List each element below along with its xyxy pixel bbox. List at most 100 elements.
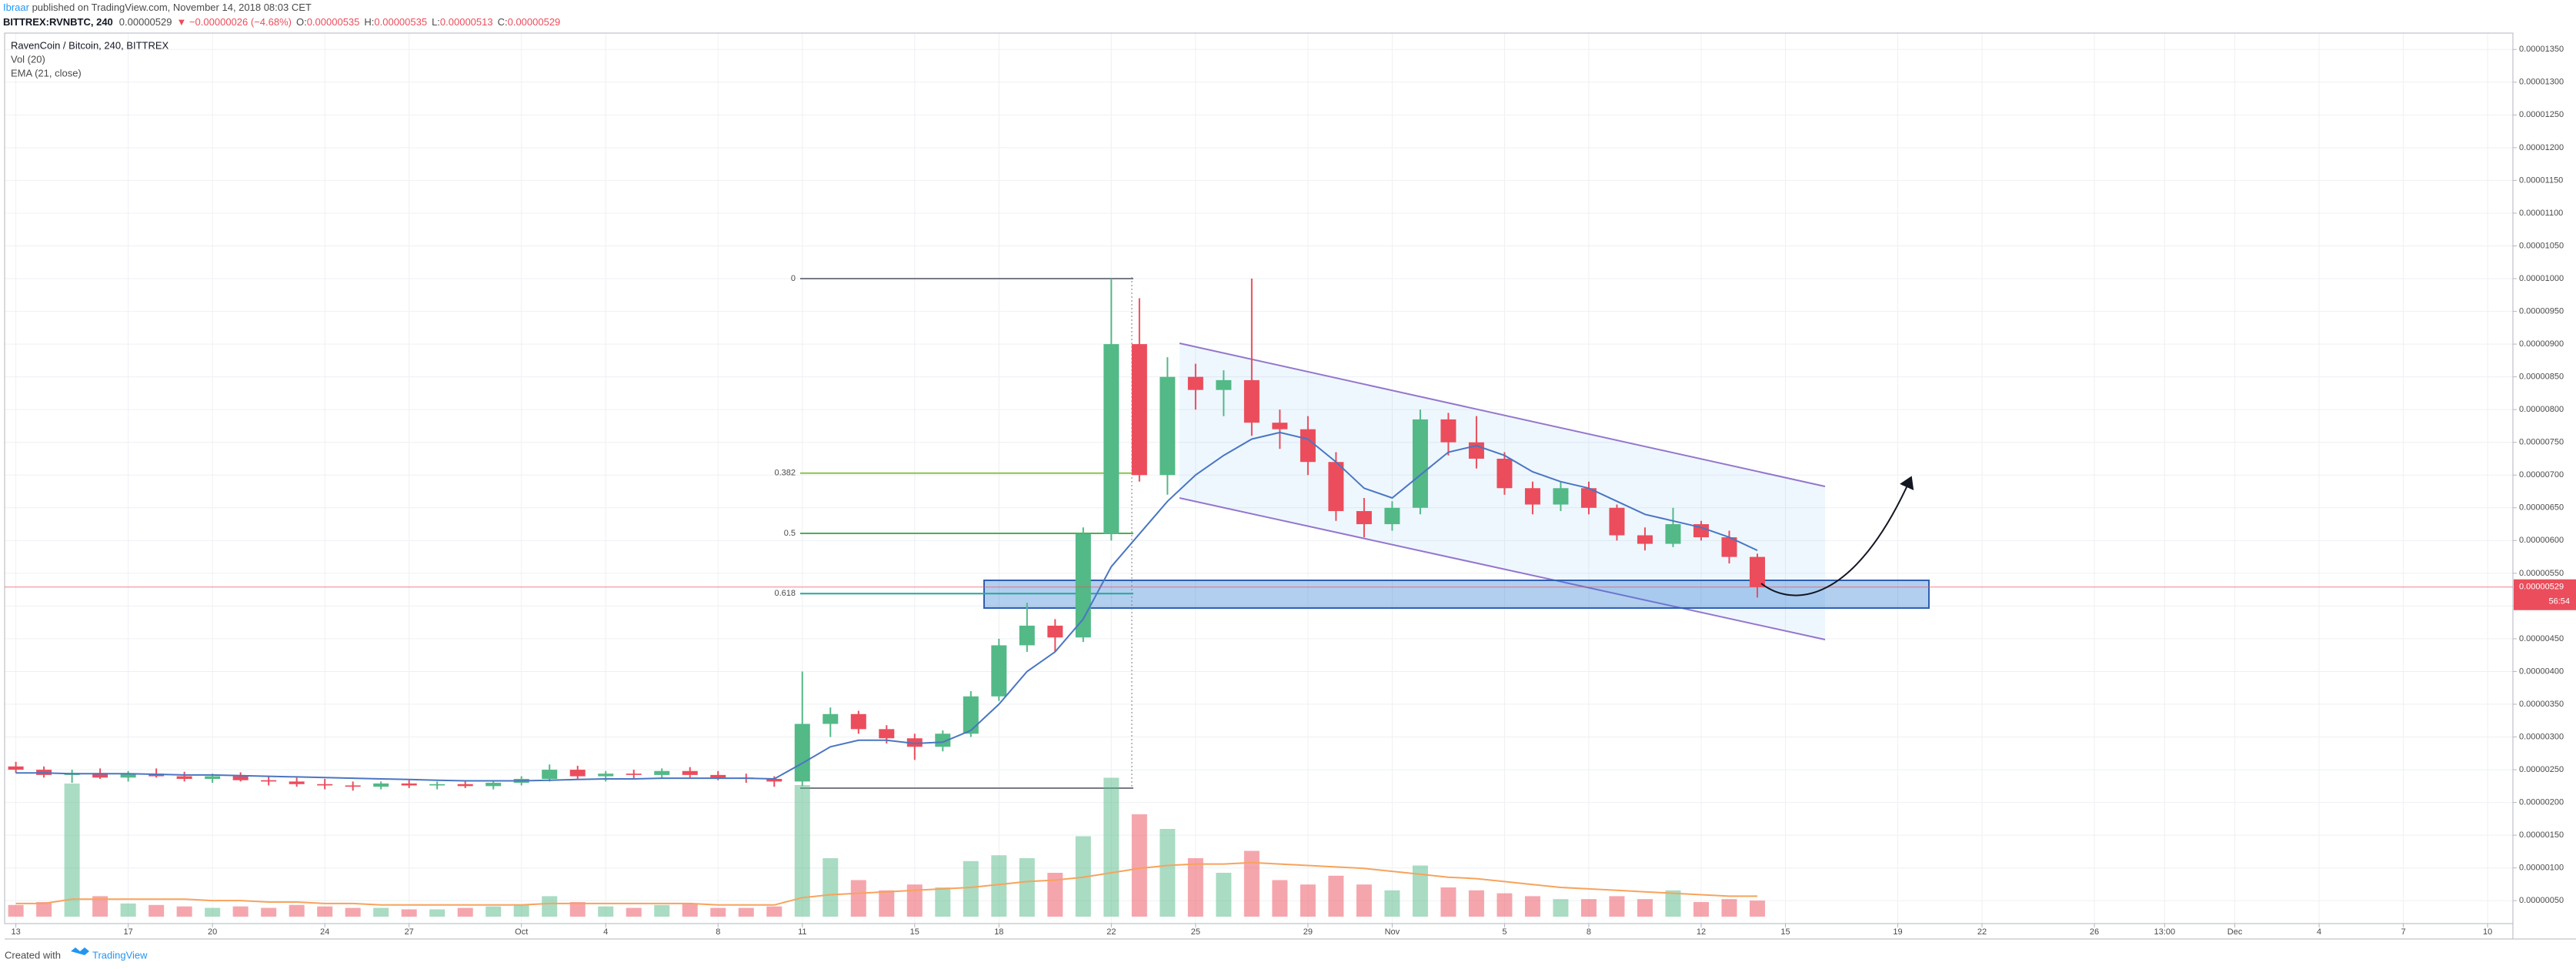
volume-bar xyxy=(991,855,1007,917)
candle-body xyxy=(963,696,979,734)
volume-bar xyxy=(1384,890,1400,917)
candle-body xyxy=(1103,344,1119,534)
volume-bar xyxy=(850,880,866,917)
candle-body xyxy=(1075,533,1091,638)
x-tick-label: 22 xyxy=(1106,927,1116,937)
ohlc-key: C: xyxy=(498,16,508,28)
x-tick-label: 29 xyxy=(1303,927,1313,937)
volume-bar xyxy=(1047,873,1063,917)
candle-body xyxy=(232,776,249,780)
volume-bar xyxy=(317,906,333,917)
candle-body xyxy=(429,784,445,786)
y-tick-label: 0.00000150 xyxy=(2519,830,2564,840)
x-tick-label: 27 xyxy=(405,927,414,937)
volume-bar xyxy=(935,887,951,917)
volume-bar xyxy=(682,903,698,917)
x-tick-label: 19 xyxy=(1893,927,1902,937)
volume-pane xyxy=(8,777,1765,917)
x-tick-label: 17 xyxy=(124,927,133,937)
candle-body xyxy=(1272,423,1288,429)
candle-body xyxy=(401,783,417,786)
candle-body xyxy=(1019,625,1035,646)
volume-bar xyxy=(626,907,642,917)
footer-brand[interactable]: TradingView xyxy=(92,949,148,961)
volume-bar xyxy=(345,907,361,917)
volume-bar xyxy=(738,907,754,917)
x-tick-label: 26 xyxy=(2090,927,2099,937)
y-tick-label: 0.00000700 xyxy=(2519,470,2564,479)
volume-bar xyxy=(1160,829,1176,917)
support-zone[interactable] xyxy=(983,580,1930,609)
y-tick-label: 0.00001100 xyxy=(2519,209,2563,218)
candle-body xyxy=(1440,419,1457,443)
candle-body xyxy=(710,774,726,778)
y-tick-label: 0.00000350 xyxy=(2519,700,2564,709)
volume-bar xyxy=(1440,887,1457,917)
ema-line xyxy=(15,431,1758,782)
candle-body xyxy=(1216,379,1232,390)
volume-bar xyxy=(569,902,586,917)
volume-bar xyxy=(766,906,782,917)
candle-body xyxy=(261,780,277,782)
y-tick-label: 0.00000400 xyxy=(2519,667,2564,676)
y-tick-label: 0.00000900 xyxy=(2519,339,2564,349)
candle-body xyxy=(794,723,810,782)
fib-label: 0.5 xyxy=(784,529,796,538)
author[interactable]: Ibraar xyxy=(3,2,30,13)
volume-bar xyxy=(1300,884,1316,917)
candle-body xyxy=(1468,442,1484,459)
candle-body xyxy=(1356,511,1372,525)
volume-bar xyxy=(1524,896,1540,917)
y-tick-label: 0.00001350 xyxy=(2519,45,2564,54)
candle-body xyxy=(1749,556,1765,587)
channel-fill[interactable] xyxy=(1180,343,1825,640)
candle-body xyxy=(373,783,389,787)
volume-bar xyxy=(36,902,52,917)
candle-body xyxy=(542,770,558,779)
candle-body xyxy=(1580,488,1597,508)
channel-lower[interactable] xyxy=(1179,497,1826,640)
volume-bar xyxy=(261,907,277,917)
candle-body xyxy=(1524,488,1540,505)
volume-bar xyxy=(794,785,810,917)
volume-bar xyxy=(1328,875,1344,917)
brand-logo xyxy=(71,947,89,955)
y-tick-label: 0.00000100 xyxy=(2519,864,2564,873)
candle-body xyxy=(935,733,951,747)
y-tick-label: 0.00000450 xyxy=(2519,634,2564,643)
volume-bar xyxy=(1243,850,1260,917)
candle-body xyxy=(1131,344,1147,476)
candle-body xyxy=(176,776,192,779)
y-tick-label: 0.00000250 xyxy=(2519,765,2564,774)
volume-bar xyxy=(373,907,389,917)
channel-upper[interactable] xyxy=(1179,342,1826,487)
volume-bar xyxy=(148,904,165,917)
price-pane: 0 0.382 0.5 0.618 xyxy=(5,274,2513,791)
candle-body xyxy=(1328,462,1344,512)
ohlc-key: H: xyxy=(364,16,374,28)
y-tick-label: 0.00001200 xyxy=(2519,143,2564,152)
volume-bar xyxy=(92,896,108,917)
x-tick-label: 10 xyxy=(2483,927,2492,937)
x-tick-label: 25 xyxy=(1191,927,1200,937)
candle-body xyxy=(205,776,221,779)
candle-body xyxy=(92,773,108,778)
header-line: Ibraar published on TradingView.com, Nov… xyxy=(3,2,312,13)
volume-bar xyxy=(1187,858,1203,917)
volume-bar xyxy=(1356,884,1372,917)
projection-arrow[interactable] xyxy=(1760,476,1914,596)
y-tick-label: 0.00000850 xyxy=(2519,373,2564,382)
volume-bar xyxy=(120,903,136,917)
footer-created: Created with xyxy=(5,949,61,961)
y-tick-label: 0.00000300 xyxy=(2519,732,2564,741)
volume-bar xyxy=(64,784,80,917)
candle-body xyxy=(1412,419,1428,508)
fib-label: 0.382 xyxy=(774,469,796,478)
volume-bar xyxy=(1609,896,1625,917)
volume-bar xyxy=(963,860,979,917)
x-tick-label: 8 xyxy=(716,927,720,937)
candle-body xyxy=(879,729,895,739)
candle-body xyxy=(1187,376,1203,390)
candle-body xyxy=(317,784,333,786)
y-tick-label: 0.00001300 xyxy=(2519,78,2564,87)
